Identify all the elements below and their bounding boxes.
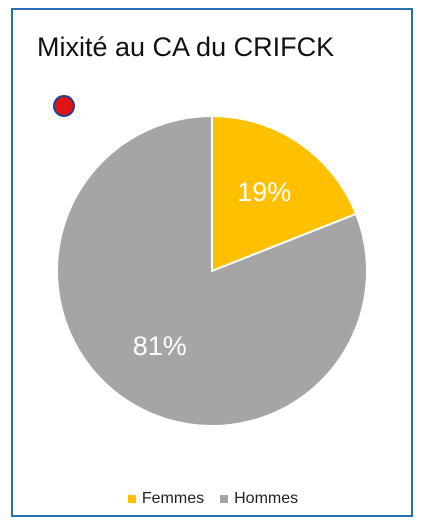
red-dot-marker: [53, 95, 75, 117]
pie-chart: 19% 81%: [56, 114, 368, 427]
chart-frame: Mixité au CA du CRIFCK 19% 81% Femmes Hom…: [11, 8, 413, 517]
legend-label-femmes: Femmes: [141, 490, 205, 507]
pie-slice-hommes: [56, 114, 368, 427]
legend: Femmes Hommes: [13, 490, 413, 508]
legend-item-femmes: Femmes: [127, 490, 205, 508]
legend-label-hommes: Hommes: [234, 490, 299, 507]
data-label-femmes: 19%: [237, 177, 291, 207]
legend-swatch-hommes: [220, 495, 229, 503]
data-label-hommes: 81%: [133, 331, 187, 361]
pie-slice-femmes: [211, 114, 358, 273]
chart-title: Mixité au CA du CRIFCK: [37, 32, 335, 62]
legend-item-hommes: Hommes: [220, 490, 298, 508]
legend-swatch-femmes: [127, 495, 136, 503]
